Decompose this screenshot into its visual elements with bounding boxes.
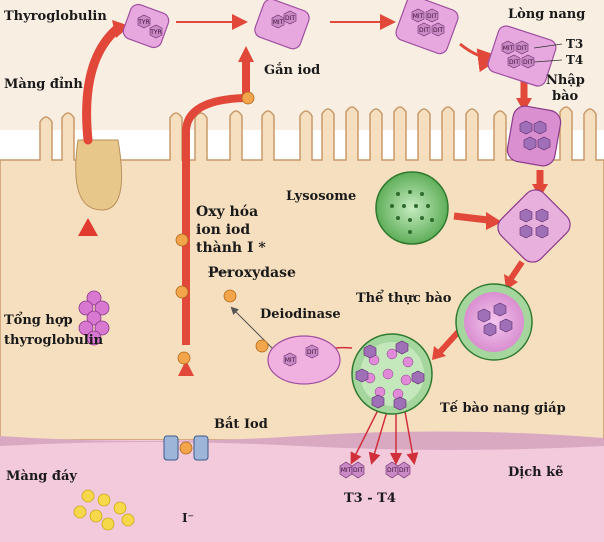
label-oxy-2: ion iod — [196, 222, 250, 238]
label-bat-iod: Bắt Iod — [214, 416, 268, 432]
svg-text:MIT: MIT — [273, 19, 284, 26]
secretion-arrow — [82, 23, 123, 145]
label-long-nang: Lòng nang — [508, 7, 585, 22]
lysosome-fusion-arrow — [453, 212, 489, 224]
iodination-arrowhead — [238, 46, 254, 62]
iodinated-thyroglobulin: MIT DIT — [254, 0, 310, 50]
t3-t4-thyroglobulin: MIT DIT DIT DIT — [487, 25, 563, 87]
thyroglobulin-molecule: TYR TYR — [122, 3, 170, 49]
svg-text:DIT: DIT — [433, 27, 443, 34]
label-iodide: I⁻ — [182, 511, 194, 525]
svg-text:DIT: DIT — [353, 467, 363, 474]
svg-text:DIT: DIT — [523, 59, 533, 66]
label-the-thuc-bao: Thể thực bào — [356, 290, 452, 306]
iodine-cluster — [73, 489, 135, 531]
svg-text:MIT: MIT — [285, 357, 296, 364]
svg-text:DIT: DIT — [387, 467, 397, 474]
interstitial-fluid — [0, 440, 604, 542]
svg-text:MIT: MIT — [341, 467, 352, 474]
basal-membrane — [0, 431, 604, 450]
svg-text:DIT: DIT — [307, 349, 317, 356]
svg-text:TYR: TYR — [137, 19, 150, 26]
svg-text:MIT: MIT — [413, 13, 424, 20]
svg-text:DIT: DIT — [285, 15, 295, 22]
label-deiodinase: Deiodinase — [260, 307, 341, 322]
iodide-transporter — [163, 435, 209, 461]
label-oxy-3: thành I * — [196, 240, 266, 256]
phagosome — [455, 283, 533, 361]
phagosome-arrow — [507, 260, 525, 282]
label-t3-t4: T3 - T4 — [344, 491, 396, 506]
label-dich-ke: Dịch kẽ — [508, 465, 563, 480]
phagolysosome — [351, 333, 433, 415]
iodide-apical-arrow — [182, 94, 245, 345]
thyroglobulin-synthesis-cluster — [78, 290, 110, 346]
release-arrow-4 — [403, 405, 419, 465]
svg-text:DIT: DIT — [517, 45, 527, 52]
release-arrow-1 — [350, 405, 381, 465]
label-bao: bào — [552, 89, 579, 104]
label-oxy-1: Oxy hóa — [196, 204, 258, 220]
svg-text:DIT: DIT — [419, 27, 429, 34]
svg-text:DIT: DIT — [427, 13, 437, 20]
synthesis-arrowhead — [78, 218, 98, 236]
svg-text:MIT: MIT — [503, 45, 514, 52]
label-nhap: Nhập — [546, 73, 585, 88]
label-mang-day: Màng đáy — [6, 469, 77, 484]
phagolysosome-arrow — [437, 327, 463, 355]
deiodinase-complex: MIT DIT — [267, 335, 341, 385]
label-lysosome: Lysosome — [286, 189, 356, 204]
svg-text:DIT: DIT — [509, 59, 519, 66]
iodide-arrowhead — [178, 360, 194, 376]
secreted-hormones: MIT DIT DIT DIT — [339, 461, 411, 479]
label-peroxydase: Peroxydase — [208, 265, 296, 281]
endocytic-vesicle-2 — [497, 189, 571, 263]
label-tong-hop-2: thyroglobulin — [4, 333, 104, 348]
coupled-thyroglobulin: MIT DIT DIT DIT — [395, 0, 459, 55]
endocytic-vesicle-1 — [506, 105, 562, 167]
lysosome — [375, 171, 449, 245]
svg-text:DIT: DIT — [399, 467, 409, 474]
label-tong-hop-1: Tổng hợp — [4, 312, 73, 328]
release-arrow-2 — [368, 407, 389, 465]
iodide-ions — [175, 91, 269, 365]
label-t4: T4 — [566, 53, 583, 67]
cell-cytoplasm — [0, 106, 604, 441]
label-te-bao: Tế bào nang giáp — [440, 400, 566, 416]
label-thyroglobulin: Thyroglobulin — [4, 9, 107, 24]
svg-text:TYR: TYR — [149, 29, 162, 36]
label-gan-iod: Gắn iod — [264, 62, 320, 78]
secretory-vesicle — [75, 139, 123, 211]
label-t3: T3 — [566, 37, 583, 51]
label-mang-dinh: Màng đỉnh — [4, 77, 83, 92]
